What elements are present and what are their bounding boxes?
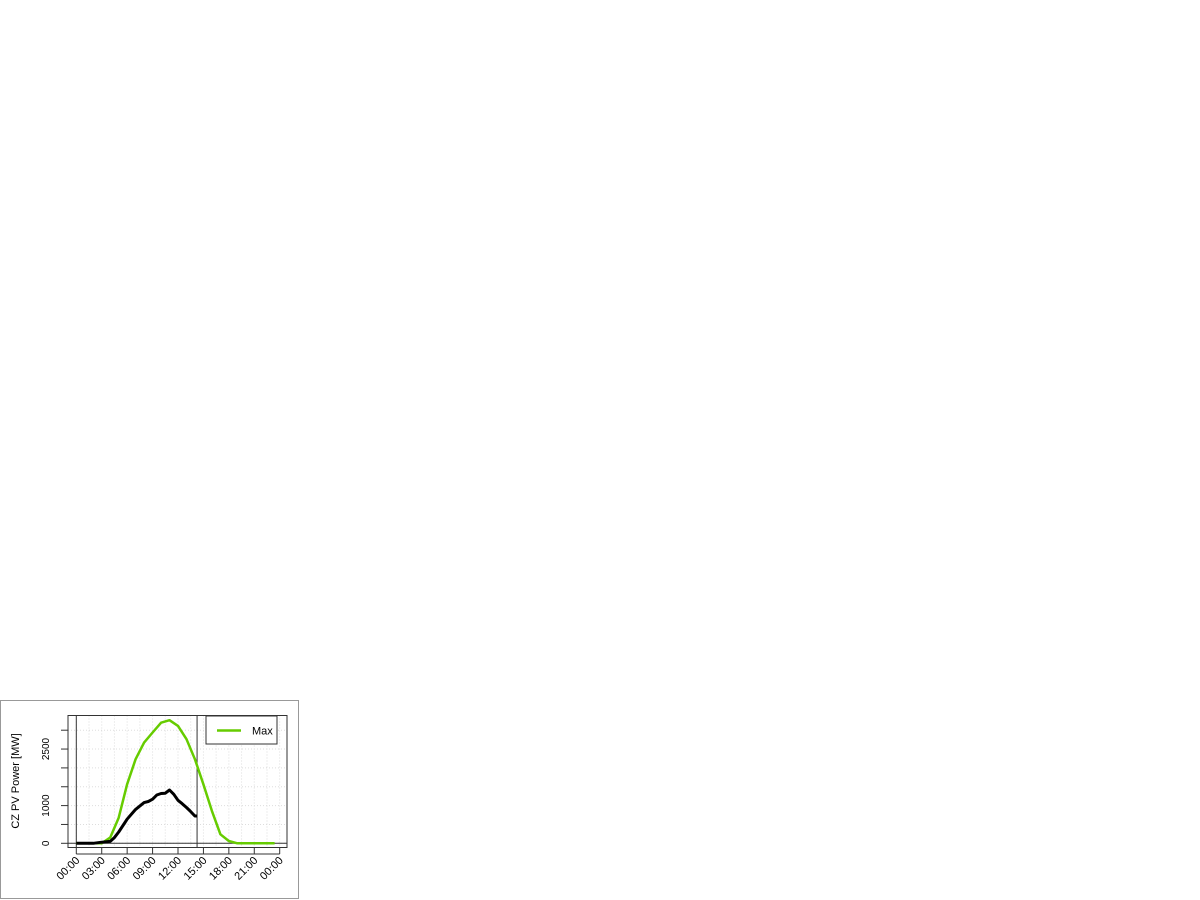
x-tick-label: 00:00 [258,855,286,883]
y-axis-label: CZ PV Power [MW] [10,733,22,828]
y-tick-label: 1000 [41,794,52,817]
chart-frame: 0 1000 2500 00:00 03:00 06:00 09:00 12:00 15:00… [0,700,299,899]
legend-label-max: Max [252,726,273,738]
y-axis: 0 1000 2500 [41,729,68,846]
series-actual-line [76,788,198,845]
x-tick-label: 09:00 [131,855,159,883]
x-tick-label: 21:00 [232,855,260,883]
series-lines [76,718,275,845]
x-tick-label: 12:00 [156,855,184,883]
x-tick-label: 00:00 [54,855,82,883]
y-tick-label: 0 [41,840,52,846]
x-tick-label: 18:00 [207,855,235,883]
x-tick-label: 06:00 [105,855,133,883]
legend: Max [205,715,278,745]
x-tick-label: 03:00 [80,855,108,883]
x-axis: 00:0003:0006:0009:0012:0015:0018:0021:00… [54,847,286,883]
y-tick-label: 2500 [41,737,52,760]
x-tick-label: 15:00 [182,855,210,883]
vertical-markers [75,715,198,848]
series-max-line [76,718,275,845]
